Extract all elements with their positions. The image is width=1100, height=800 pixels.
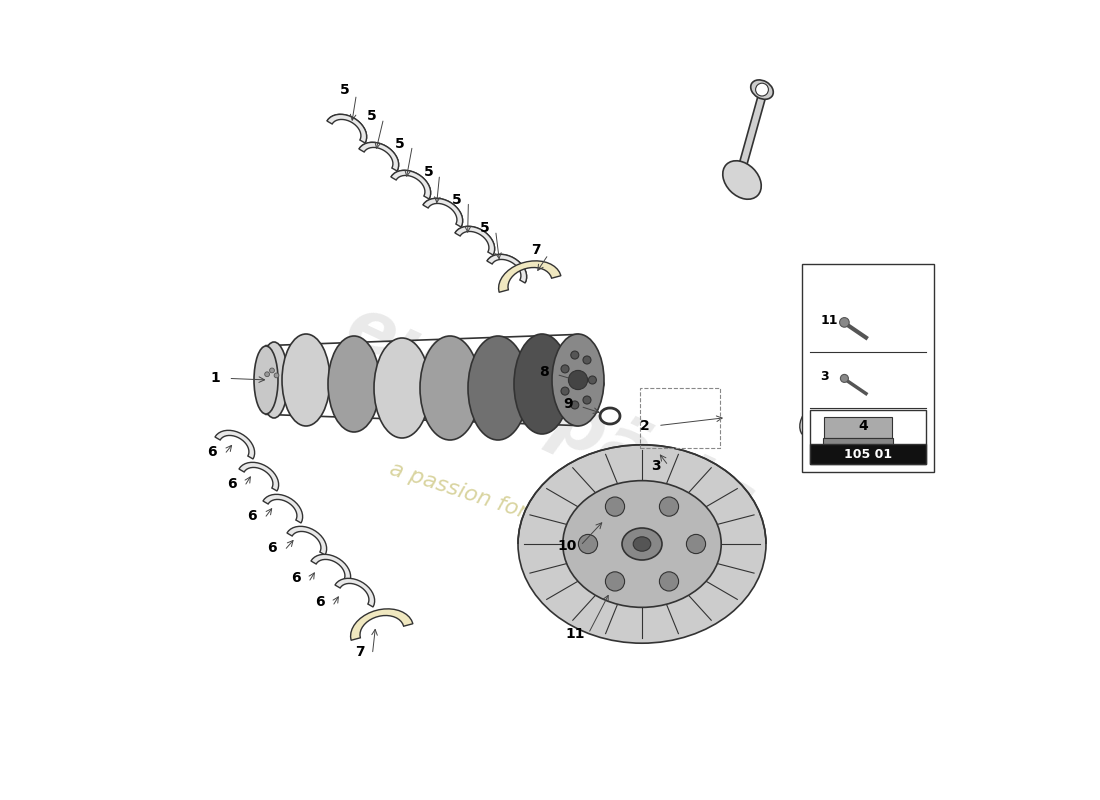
Text: 11: 11 [821, 314, 838, 327]
Polygon shape [455, 226, 495, 255]
Ellipse shape [723, 161, 761, 199]
FancyBboxPatch shape [810, 410, 926, 464]
Text: 5: 5 [480, 221, 490, 235]
Text: 5: 5 [451, 193, 461, 207]
Text: 6: 6 [267, 541, 277, 555]
Polygon shape [359, 142, 398, 171]
Circle shape [686, 534, 705, 554]
Text: 6: 6 [292, 570, 301, 585]
Polygon shape [239, 462, 278, 491]
FancyBboxPatch shape [823, 438, 893, 456]
Circle shape [583, 396, 591, 404]
Ellipse shape [584, 377, 604, 391]
Text: 9: 9 [563, 397, 572, 411]
Polygon shape [287, 526, 327, 555]
Text: 2: 2 [639, 418, 649, 433]
Circle shape [840, 374, 848, 382]
Circle shape [756, 83, 769, 96]
Ellipse shape [254, 346, 278, 414]
Text: 4: 4 [859, 418, 869, 433]
Text: 8: 8 [539, 365, 549, 379]
Polygon shape [498, 261, 561, 292]
Text: 6: 6 [248, 509, 257, 523]
Ellipse shape [282, 334, 330, 426]
Text: 7: 7 [355, 645, 365, 659]
Ellipse shape [634, 537, 651, 551]
Ellipse shape [514, 334, 570, 434]
Polygon shape [390, 170, 430, 199]
Polygon shape [351, 609, 412, 640]
Text: 6: 6 [228, 477, 238, 491]
Circle shape [583, 356, 591, 364]
Text: 105 01: 105 01 [844, 447, 892, 461]
Ellipse shape [552, 334, 604, 426]
Text: eurospärts: eurospärts [334, 291, 766, 541]
Polygon shape [311, 554, 351, 583]
Text: 10: 10 [558, 538, 578, 553]
Text: 11: 11 [565, 626, 585, 641]
Polygon shape [422, 198, 463, 227]
Circle shape [274, 373, 279, 378]
Ellipse shape [374, 338, 430, 438]
Polygon shape [820, 406, 870, 442]
Text: 5: 5 [340, 82, 350, 97]
Ellipse shape [621, 528, 662, 560]
Circle shape [605, 497, 625, 516]
Text: 5: 5 [424, 165, 433, 179]
Polygon shape [738, 96, 766, 168]
Circle shape [571, 401, 579, 409]
Circle shape [605, 572, 625, 591]
Ellipse shape [328, 336, 380, 432]
Text: a passion for parts since 1985: a passion for parts since 1985 [387, 458, 713, 582]
Circle shape [839, 318, 849, 327]
Circle shape [659, 572, 679, 591]
Text: 3: 3 [821, 370, 829, 383]
Polygon shape [263, 494, 302, 523]
Circle shape [561, 387, 569, 395]
Circle shape [588, 376, 596, 384]
Circle shape [659, 497, 679, 516]
Ellipse shape [518, 445, 766, 643]
Ellipse shape [563, 481, 722, 607]
Circle shape [265, 372, 269, 377]
Circle shape [579, 534, 597, 554]
Ellipse shape [420, 336, 480, 440]
Polygon shape [327, 114, 366, 143]
Text: 5: 5 [366, 109, 376, 123]
Text: 6: 6 [316, 594, 326, 609]
Circle shape [270, 368, 274, 373]
Text: 7: 7 [531, 242, 541, 257]
FancyBboxPatch shape [802, 264, 934, 472]
Polygon shape [487, 254, 527, 283]
FancyBboxPatch shape [824, 417, 892, 438]
Ellipse shape [260, 342, 288, 418]
Text: 3: 3 [651, 458, 660, 473]
Bar [810, 444, 926, 464]
Polygon shape [214, 430, 254, 459]
Ellipse shape [750, 80, 773, 99]
Polygon shape [800, 398, 850, 434]
Ellipse shape [590, 381, 598, 387]
Circle shape [571, 351, 579, 359]
Circle shape [561, 365, 569, 373]
Text: 6: 6 [208, 445, 217, 459]
Text: 1: 1 [211, 371, 220, 386]
Ellipse shape [468, 336, 528, 440]
Text: 5: 5 [395, 137, 405, 151]
Circle shape [569, 370, 587, 390]
Polygon shape [334, 578, 375, 607]
